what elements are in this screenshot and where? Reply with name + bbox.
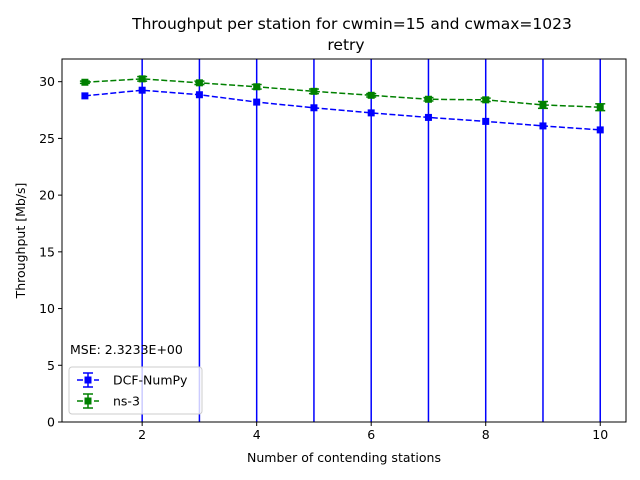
- data-point-dcf-numpy: [253, 98, 261, 106]
- y-tick-label: 10: [39, 301, 55, 316]
- legend-marker: [84, 397, 92, 405]
- y-axis-label: Throughput [Mb/s]: [13, 183, 28, 300]
- data-point-ns3: [539, 101, 547, 109]
- x-tick-label: 10: [592, 427, 608, 442]
- data-point-dcf-numpy: [367, 109, 375, 117]
- data-point-dcf-numpy: [482, 117, 490, 125]
- data-point-ns3: [81, 78, 89, 86]
- legend: DCF-NumPy ns-3: [68, 366, 203, 415]
- data-point-ns3: [195, 79, 203, 87]
- series-line-dcf-numpy: [84, 89, 601, 131]
- y-tick-label: 5: [47, 358, 55, 373]
- data-point-ns3: [482, 96, 490, 104]
- data-point-ns3: [310, 87, 318, 95]
- data-point-dcf-numpy: [310, 104, 318, 112]
- data-point-ns3: [596, 103, 604, 111]
- x-tick-label: 8: [482, 427, 490, 442]
- data-point-ns3: [138, 75, 146, 83]
- data-point-ns3: [367, 91, 375, 99]
- legend-label: DCF-NumPy: [113, 373, 188, 388]
- mse-annotation: MSE: 2.3233E+00: [70, 342, 183, 357]
- chart-title-line2: retry: [327, 36, 364, 54]
- plot-frame: [61, 58, 627, 423]
- x-axis-label: Number of contending stations: [247, 450, 441, 465]
- x-tick-label: 6: [367, 427, 375, 442]
- data-point-dcf-numpy: [81, 92, 89, 100]
- y-tick-label: 30: [39, 74, 55, 89]
- y-ticks: 0 5 10 15 20 25 30: [39, 74, 62, 430]
- y-tick-label: 20: [39, 188, 55, 203]
- series-line-ns3: [84, 78, 601, 108]
- legend-box: [68, 366, 203, 415]
- data-point-dcf-numpy: [596, 126, 604, 134]
- data-point-ns3: [424, 95, 432, 103]
- legend-marker: [84, 376, 92, 384]
- series-lines: [84, 78, 601, 131]
- data-point-dcf-numpy: [539, 122, 547, 130]
- data-point-dcf-numpy: [195, 91, 203, 99]
- y-tick-label: 15: [39, 244, 55, 259]
- y-tick-label: 0: [47, 415, 55, 430]
- x-ticks: 2 4 6 8 10: [138, 422, 608, 442]
- data-point-ns3: [253, 83, 261, 91]
- chart-title: Throughput per station for cwmin=15 and …: [131, 15, 572, 33]
- x-tick-label: 4: [253, 427, 261, 442]
- x-tick-label: 2: [138, 427, 146, 442]
- data-point-dcf-numpy: [138, 86, 146, 94]
- series-markers: [81, 75, 604, 134]
- legend-label: ns-3: [113, 394, 140, 409]
- data-point-dcf-numpy: [424, 113, 432, 121]
- y-tick-label: 25: [39, 131, 55, 146]
